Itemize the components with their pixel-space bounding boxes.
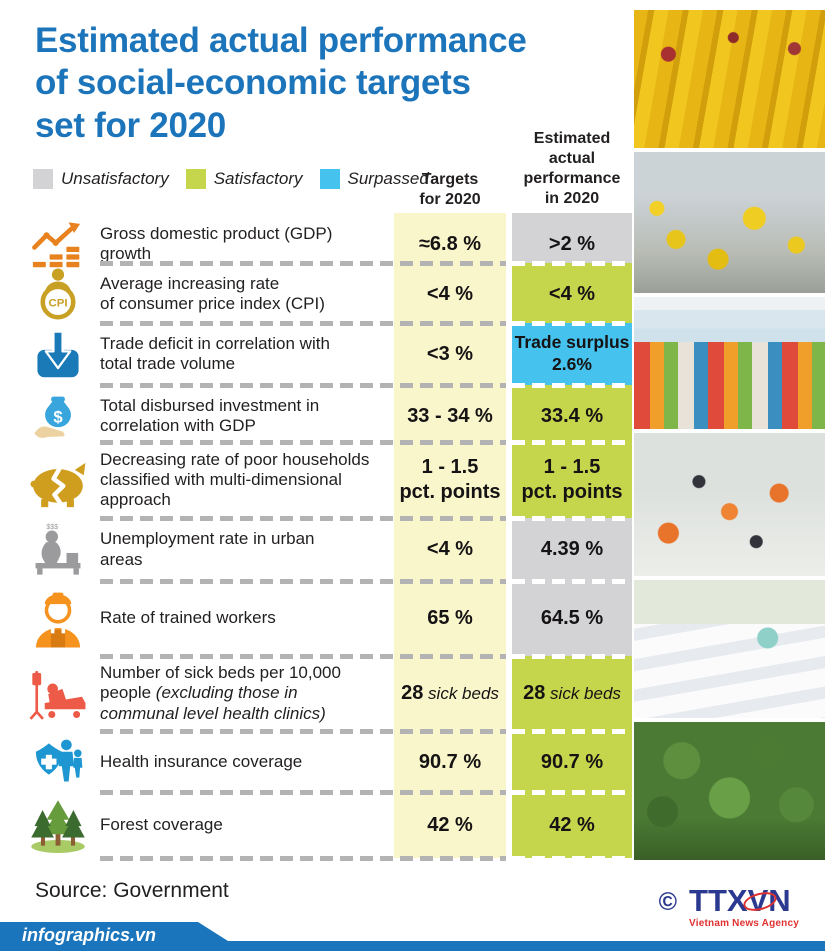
logo-v-globe-icon: V [747,883,769,918]
svg-text:$: $ [53,408,63,427]
photo-hospital-ward [634,580,825,718]
svg-text:CPI: CPI [48,298,67,310]
cpi-person-icon: CPI [39,268,76,320]
legend-item-surpassed: Surpassed [319,169,429,189]
target-value-cell: <4 % [394,518,506,581]
table-row: CPI Average increasing rate of consumer … [15,263,632,326]
indicator-label: Total disbursed investment in correlatio… [100,395,320,435]
target-value-cell: 33 - 34 % [394,385,506,447]
forest-trees-icon [30,799,85,853]
photo-garment-factory [634,433,825,576]
indicator-label: Number of sick beds per 10,000 people (e… [100,663,341,723]
photo-supermarket [634,297,825,429]
legend-label: Unsatisfactory [61,169,169,188]
actual-value-cell: 1 - 1.5 pct. points [512,442,632,518]
surpassed-swatch [319,169,340,189]
legend-item-unsatisfactory: Unsatisfactory [33,169,169,189]
actual-value-cell: 33.4 % [512,385,632,447]
money-bag-hand-icon: $ [33,396,71,439]
trained-worker-icon [35,592,80,648]
photo-strip [634,10,825,860]
actual-value-cell: 64.5 % [512,581,632,656]
table-row: Trade deficit in correlation with total … [15,323,632,388]
svg-text:$$$: $$$ [46,524,58,531]
table-row: $$$ Unemployment rate in urban areas <4 … [15,518,632,584]
photo-forest [634,722,825,860]
table-row: Forest coverage 42 % 42 % [15,792,632,861]
legend-label: Satisfactory [213,169,303,188]
table-row: Number of sick beds per 10,000 people (e… [15,656,632,734]
actual-column-header: Estimated actual performance in 2020 [523,130,621,207]
table-row: $ Total disbursed investment in correlat… [15,385,632,447]
indicator-label: Gross domestic product (GDP) growth [100,223,333,263]
actual-value-cell: >2 % [512,213,632,275]
photo-auto-factory [634,152,825,293]
actual-value-cell: 42 % [512,792,632,858]
indicator-label: Average increasing rate of consumer pric… [100,273,325,313]
hospital-bed-icon [29,671,85,721]
gdp-growth-chart-icon [31,222,80,268]
trade-arrow-box-icon [36,330,79,378]
ttxvn-logo: © TTXVN Vietnam News Agency [659,885,799,929]
legend-label: Surpassed [347,169,429,188]
target-value-cell: <4 % [394,263,506,325]
indicator-label: Trade deficit in correlation with total … [100,333,330,373]
indicator-label: Decreasing rate of poor households class… [100,449,370,510]
targets-table: Gross domestic product (GDP) growth ≈6.8… [15,213,632,861]
target-value-cell: 90.7 % [394,731,506,793]
indicator-label: Unemployment rate in urban areas [100,529,315,569]
health-insurance-shield-icon [35,739,82,782]
table-row: Decreasing rate of poor households class… [15,442,632,521]
actual-value-cell: Trade surplus 2.6% [512,323,632,385]
target-value-cell: 65 % [394,581,506,656]
copyright-icon: © [658,888,678,916]
logo-text: TTXVN [689,883,791,918]
target-value-cell: 1 - 1.5 pct. points [394,442,506,518]
indicator-label: Health insurance coverage [100,751,303,771]
targets-column-header: Targets for 2020 [419,171,481,208]
satisfactory-swatch [185,169,206,189]
table-row: Gross domestic product (GDP) growth ≈6.8… [15,213,632,275]
actual-value-cell: 90.7 % [512,731,632,793]
unemployed-person-icon: $$$ [35,524,80,576]
target-value-cell: <3 % [394,323,506,385]
actual-value-cell: 4.39 % [512,518,632,581]
actual-value-cell: 28 sick beds [512,656,632,731]
broken-piggy-bank-icon [30,463,85,508]
indicator-label: Rate of trained workers [100,608,276,628]
target-value-cell: 28 sick beds [394,656,506,731]
photo-rice-harvest [634,10,825,148]
target-value-cell: ≈6.8 % [394,213,506,275]
target-value-cell: 42 % [394,792,506,858]
legend-item-satisfactory: Satisfactory [185,169,303,189]
actual-value-cell: <4 % [512,263,632,325]
table-row: Rate of trained workers 65 % 64.5 % [15,581,632,659]
indicator-label: Forest coverage [100,814,223,834]
page-title: Estimated actual performance of social-e… [35,21,527,145]
legend: Unsatisfactory Satisfactory Surpassed [33,169,429,189]
unsatisfactory-swatch [33,169,53,189]
table-row: Health insurance coverage 90.7 % 90.7 % [15,731,632,795]
source-note: Source: Government [35,879,229,902]
logo-subtitle: Vietnam News Agency [689,918,799,929]
site-label: infographics.vn [22,925,157,945]
